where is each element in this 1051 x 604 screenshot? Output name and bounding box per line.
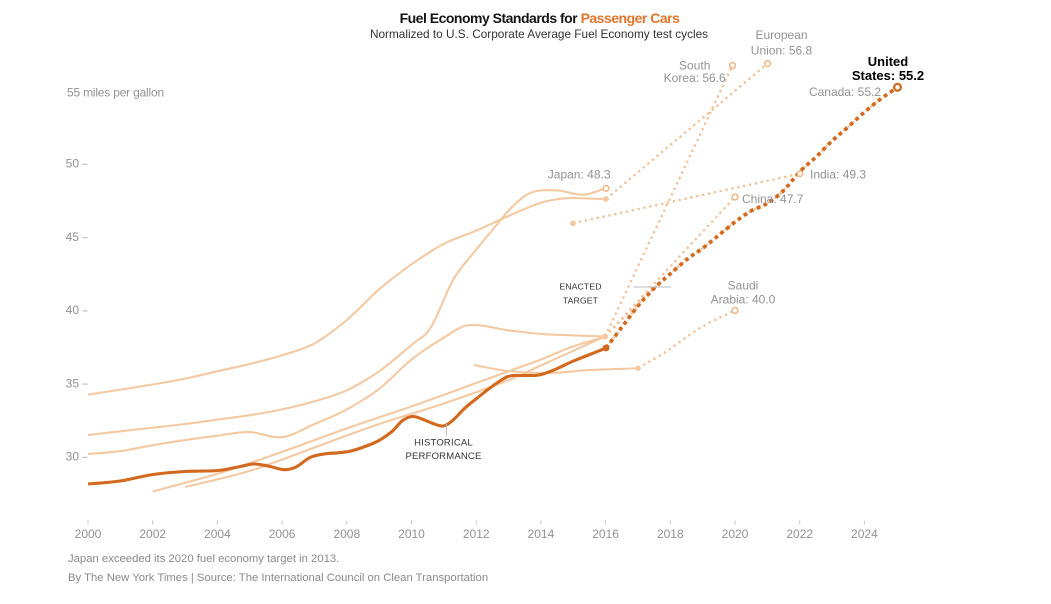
svg-text:States: 55.2: States: 55.2 [852, 68, 924, 83]
svg-text:European: European [755, 28, 807, 42]
svg-text:India: 49.3: India: 49.3 [810, 167, 866, 181]
svg-text:Arabia: 40.0: Arabia: 40.0 [711, 292, 776, 306]
svg-text:Saudi: Saudi [728, 278, 759, 292]
svg-text:ENACTED: ENACTED [559, 282, 601, 292]
svg-text:55 miles per gallon: 55 miles per gallon [67, 86, 164, 100]
svg-text:2024: 2024 [851, 527, 878, 541]
svg-text:45: 45 [66, 230, 80, 244]
svg-text:TARGET: TARGET [563, 296, 599, 306]
svg-text:2012: 2012 [463, 527, 490, 541]
svg-text:2010: 2010 [398, 527, 425, 541]
svg-text:Japan: 48.3: Japan: 48.3 [548, 167, 611, 181]
svg-text:2008: 2008 [333, 527, 360, 541]
svg-text:2004: 2004 [204, 527, 231, 541]
svg-text:2002: 2002 [139, 527, 166, 541]
svg-text:South: South [679, 58, 710, 72]
svg-text:2014: 2014 [528, 527, 555, 541]
svg-text:50: 50 [66, 157, 80, 171]
svg-text:Union: 56.8: Union: 56.8 [751, 44, 813, 58]
svg-text:2018: 2018 [657, 527, 684, 541]
svg-text:United: United [868, 54, 909, 69]
svg-text:35: 35 [66, 376, 80, 390]
svg-text:30: 30 [66, 450, 80, 464]
svg-text:HISTORICAL: HISTORICAL [414, 438, 473, 449]
svg-text:2000: 2000 [75, 527, 102, 541]
svg-text:PERFORMANCE: PERFORMANCE [405, 451, 481, 462]
svg-text:2016: 2016 [592, 527, 619, 541]
svg-text:Korea: 56.6: Korea: 56.6 [664, 71, 726, 85]
svg-text:Canada: 55.2: Canada: 55.2 [809, 85, 881, 99]
svg-text:2006: 2006 [269, 527, 296, 541]
svg-text:2020: 2020 [722, 527, 749, 541]
svg-text:China: 47.7: China: 47.7 [742, 192, 804, 206]
svg-text:2022: 2022 [786, 527, 813, 541]
svg-text:40: 40 [66, 303, 80, 317]
